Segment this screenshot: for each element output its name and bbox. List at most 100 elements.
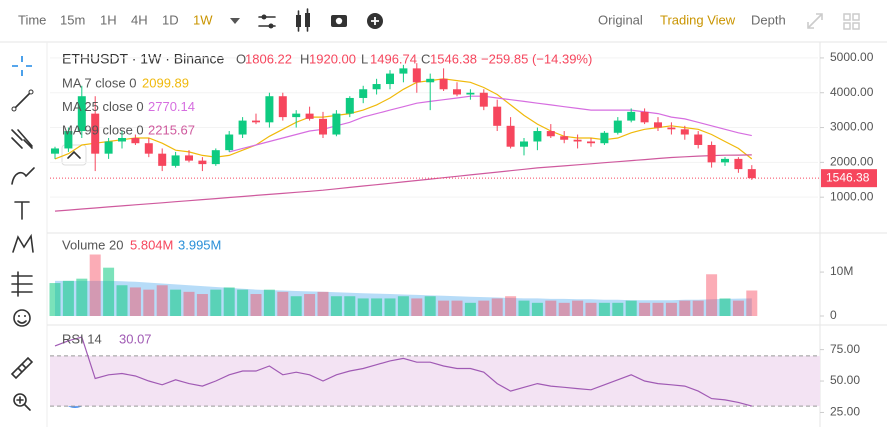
- candle-body: [185, 155, 193, 161]
- view-tab[interactable]: Original: [598, 12, 643, 27]
- ohlc-letter: O: [236, 51, 246, 66]
- y-tick-label: 25.00: [830, 405, 860, 419]
- ohlc-value: 1546.38: [430, 51, 477, 66]
- ma-legend-value: 2099.89: [142, 75, 189, 90]
- interval-button[interactable]: 1D: [162, 12, 179, 27]
- ohlc-letter: H: [300, 51, 309, 66]
- volume-bar: [732, 300, 744, 316]
- candle-body: [372, 84, 381, 90]
- candle-body: [252, 120, 260, 123]
- chart-title: ETHUSDT · 1W · Binance: [62, 51, 225, 67]
- volume-bar: [277, 291, 289, 316]
- prediction-tool[interactable]: [11, 271, 33, 297]
- volume-bar: [290, 296, 302, 316]
- rsi-legend-name: RSI 14: [62, 331, 102, 346]
- interval-button[interactable]: 4H: [131, 12, 148, 27]
- volume-bar: [330, 296, 342, 316]
- ma-legend-name: MA 99 close 0: [62, 122, 144, 137]
- candle-type-icon[interactable]: [296, 8, 310, 32]
- volume-bar: [170, 289, 182, 316]
- candle-body: [573, 139, 582, 142]
- candle-body: [747, 169, 756, 179]
- candle-body: [319, 118, 327, 135]
- volume-bar: [411, 298, 423, 316]
- volume-bar: [491, 298, 503, 316]
- candle-body: [386, 73, 394, 85]
- volume-bar: [572, 300, 584, 316]
- candle-body: [77, 96, 86, 132]
- candle-body: [359, 89, 368, 98]
- candle-body: [171, 155, 180, 166]
- zoom-tool[interactable]: [13, 393, 31, 411]
- line-tool[interactable]: [11, 89, 34, 112]
- volume-bar: [464, 302, 476, 316]
- layout-icon[interactable]: [843, 13, 860, 30]
- ma-legend-value: 2770.14: [148, 99, 195, 114]
- volume-bar: [679, 300, 691, 316]
- candle-body: [305, 113, 314, 119]
- ma-legend-name: MA 7 close 0: [62, 75, 136, 90]
- ruler-tool[interactable]: [10, 356, 34, 380]
- last-price-label: 1546.38: [826, 170, 870, 184]
- crosshair-tool[interactable]: [12, 56, 32, 76]
- candle-body: [399, 68, 408, 74]
- settings-icon[interactable]: [258, 14, 276, 29]
- candle-body: [345, 97, 354, 114]
- volume-bar: [598, 302, 610, 316]
- volume-bar: [357, 298, 369, 316]
- volume-bar: [665, 302, 677, 316]
- volume-bar: [719, 298, 731, 316]
- pattern-tool[interactable]: [12, 233, 34, 253]
- volume-bar: [531, 302, 543, 316]
- interval-button[interactable]: 1H: [100, 12, 117, 27]
- candle-body: [479, 92, 488, 107]
- candle-body: [426, 78, 435, 83]
- volume-bar: [451, 300, 463, 316]
- volume-bar: [103, 267, 115, 316]
- candle-body: [64, 131, 73, 149]
- candle-body: [654, 122, 662, 128]
- interval-button[interactable]: 1W: [193, 12, 213, 27]
- text-tool[interactable]: [14, 201, 30, 220]
- volume-bar: [397, 296, 409, 316]
- ohlc-value: 1806.22: [245, 51, 292, 66]
- candle-body: [520, 141, 528, 147]
- view-tab[interactable]: Trading View: [660, 12, 736, 27]
- fib-tool[interactable]: [11, 129, 33, 149]
- dropdown-icon[interactable]: [230, 18, 240, 24]
- y-tick-label: 0: [830, 308, 837, 322]
- y-tick-label: 2000.00: [830, 155, 874, 169]
- volume-bar: [478, 300, 490, 316]
- candle-body: [278, 96, 287, 118]
- y-tick-label: 3000.00: [830, 120, 874, 134]
- emoji-tool[interactable]: [13, 309, 31, 327]
- view-tab[interactable]: Depth: [751, 12, 786, 27]
- candle-body: [104, 141, 113, 154]
- ma-legend-value: 2215.67: [148, 122, 195, 137]
- ma-line: [54, 78, 753, 160]
- screenshot-icon[interactable]: [331, 15, 347, 27]
- ma-line: [229, 95, 752, 153]
- interval-button[interactable]: Time: [18, 12, 46, 27]
- volume-bar: [545, 300, 557, 316]
- volume-bar: [237, 289, 249, 316]
- volume-bar: [625, 300, 637, 316]
- ohlc-value: 1496.74: [370, 51, 417, 66]
- candle-body: [265, 96, 274, 123]
- y-tick-label: 50.00: [830, 373, 860, 387]
- indicator-add-icon[interactable]: [367, 13, 383, 29]
- candle-body: [332, 113, 341, 135]
- volume-bar: [585, 302, 597, 316]
- volume-bar: [250, 294, 262, 316]
- candle-body: [158, 153, 167, 166]
- candle-body: [91, 113, 100, 154]
- volume-bar: [183, 291, 195, 316]
- interval-button[interactable]: 15m: [60, 12, 85, 27]
- candle-body: [533, 131, 542, 142]
- fullscreen-icon[interactable]: [807, 13, 823, 29]
- volume-bar: [706, 274, 718, 316]
- brush-tool[interactable]: [11, 167, 35, 185]
- volume-bar: [639, 302, 651, 316]
- volume-bar: [424, 296, 436, 316]
- volume-bar: [438, 300, 450, 316]
